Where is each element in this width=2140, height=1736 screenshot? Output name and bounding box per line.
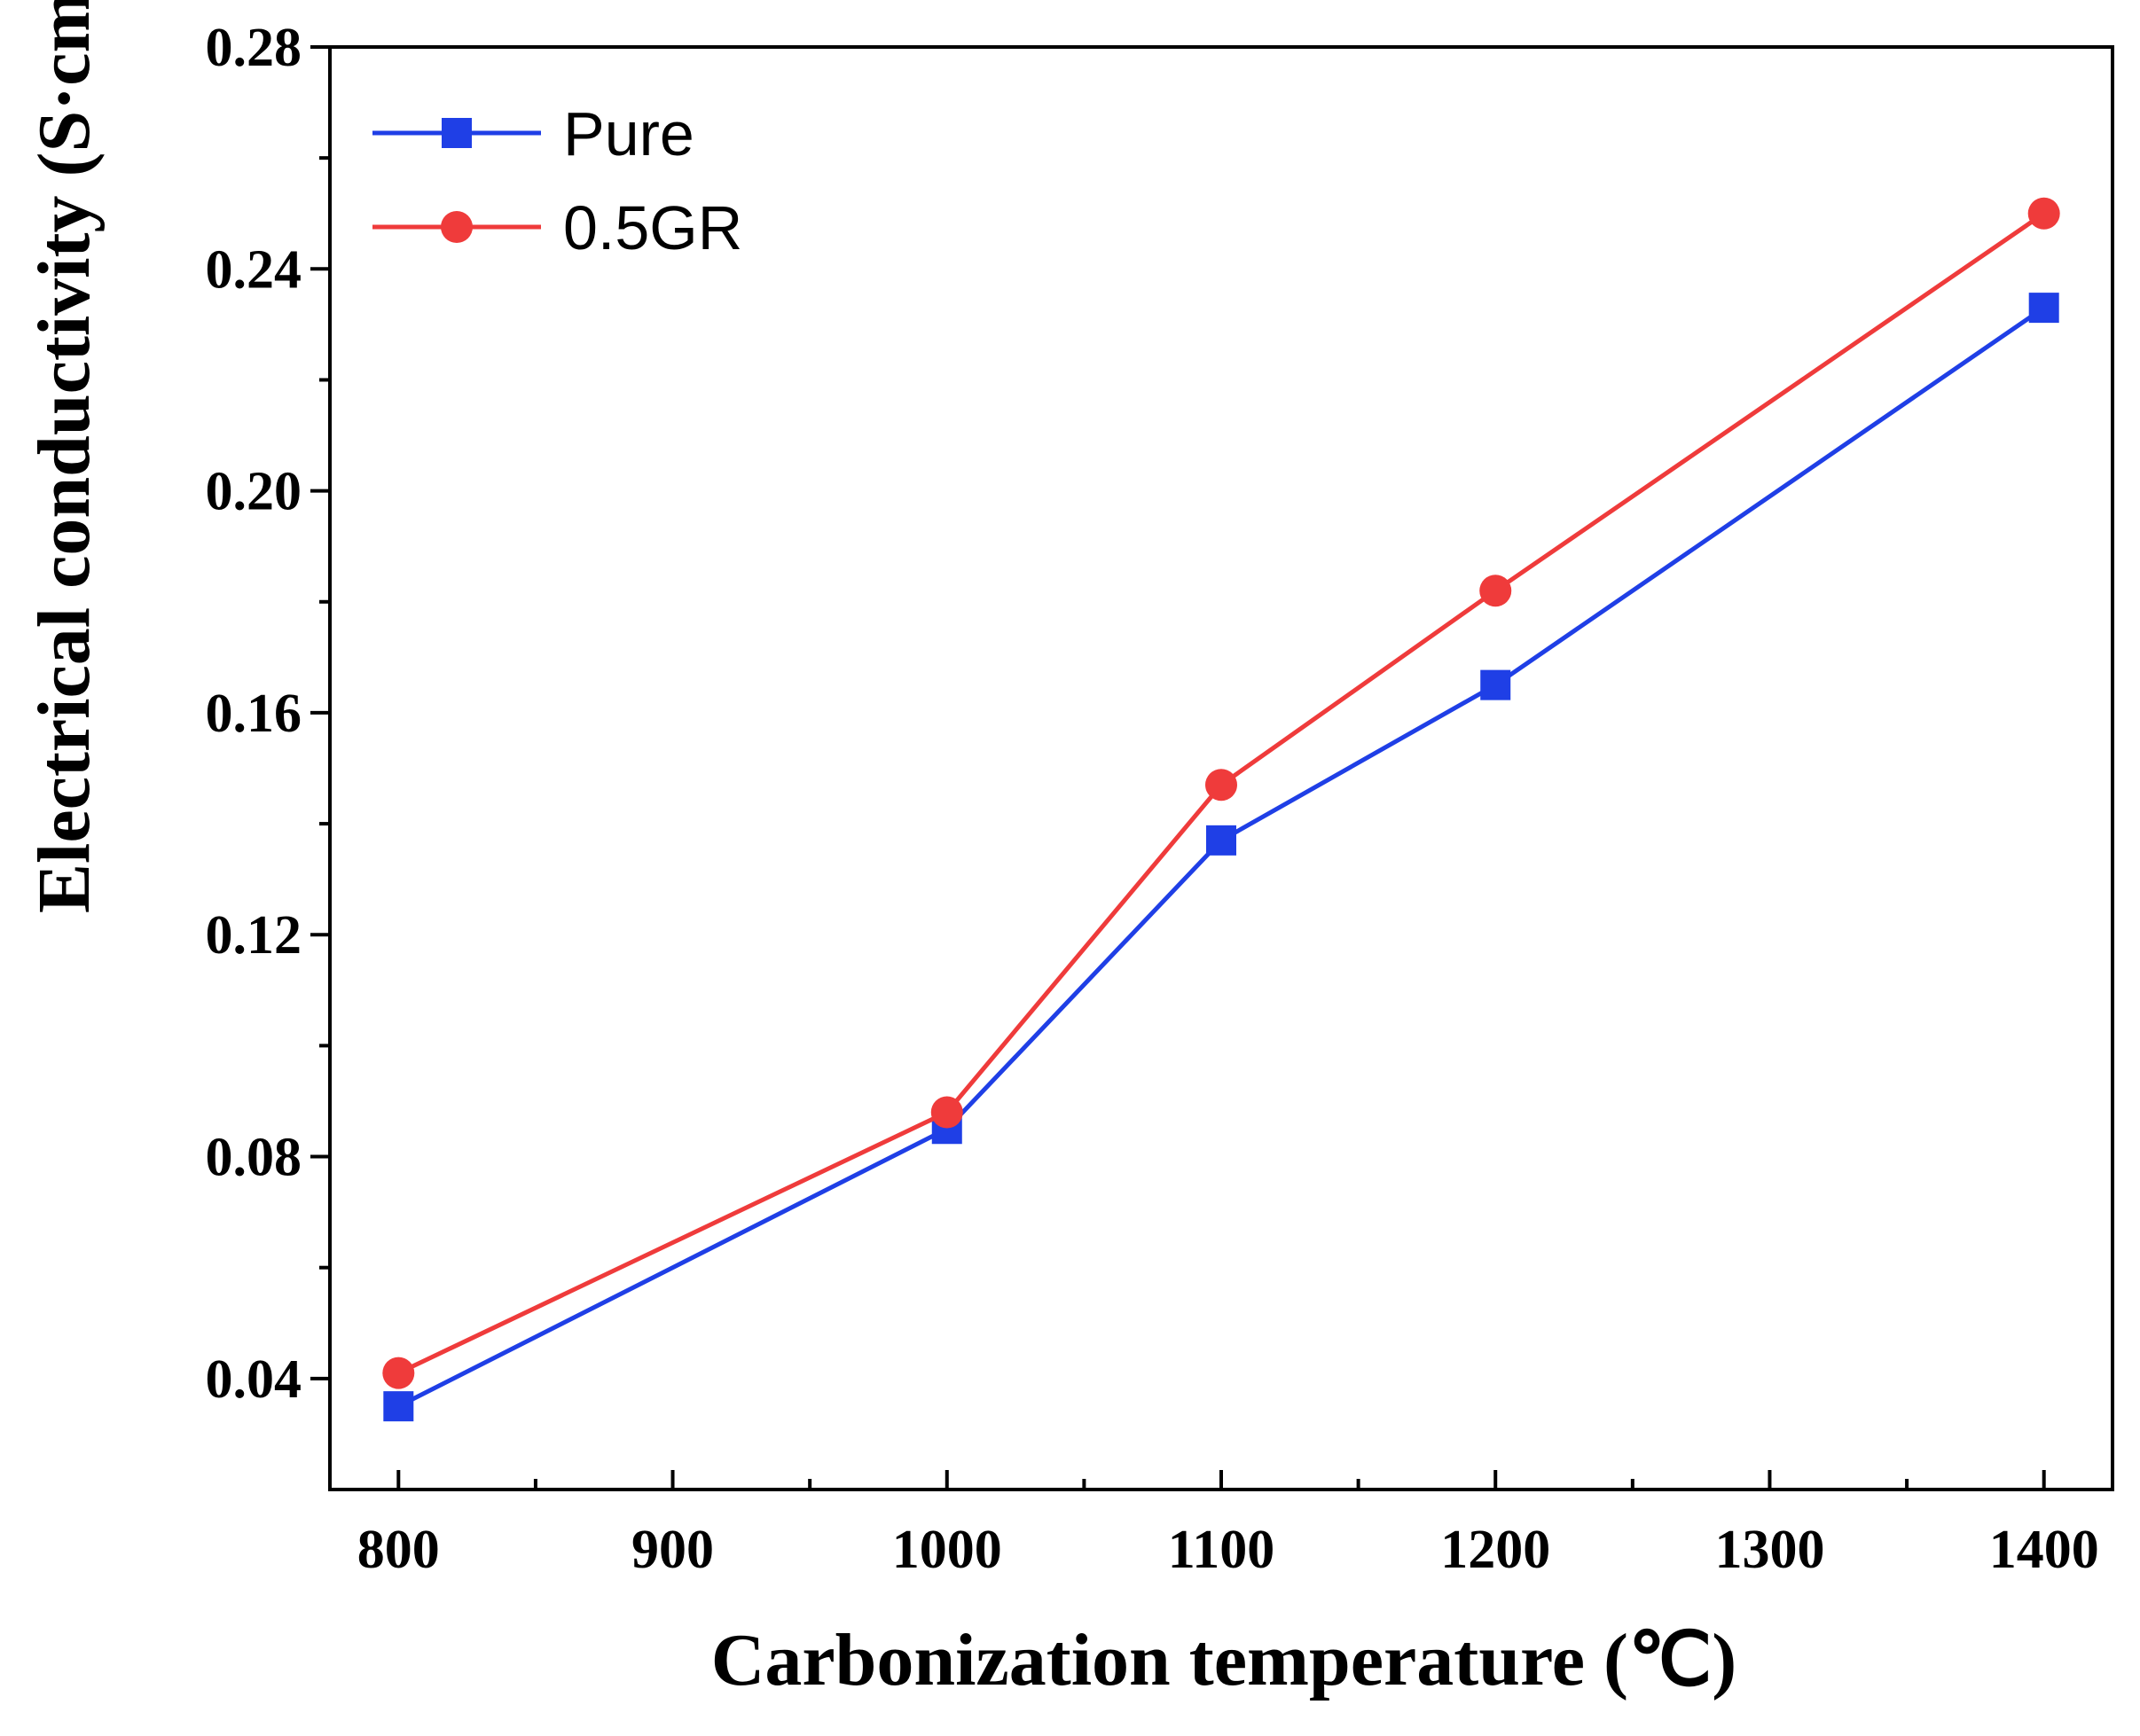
legend-label-0-5gr: 0.5GR [563, 193, 742, 262]
y-axis-title: Electrical conductivity (S·cm-1) [16, 0, 106, 913]
data-point-0-5gr [1205, 769, 1237, 802]
x-tick-label: 1300 [1714, 1520, 1824, 1580]
series-line-pure [397, 306, 2046, 1409]
data-point-pure [1480, 669, 1511, 700]
x-tick-label: 1200 [1440, 1520, 1550, 1580]
legend: Pure 0.5GR [372, 99, 742, 262]
x-tick-label: 900 [631, 1520, 714, 1580]
legend-label-pure: Pure [563, 99, 694, 168]
x-tick-label: 1400 [1989, 1520, 2099, 1580]
y-tick-label: 0.24 [206, 239, 302, 300]
x-tick-label: 800 [357, 1520, 440, 1580]
y-axis-title-main: Electrical conductivity (S·cm [23, 0, 106, 913]
data-point-0-5gr [1479, 575, 1512, 607]
legend-marker-0-5gr [441, 211, 473, 243]
data-point-pure [2028, 293, 2059, 324]
y-tick-label: 0.28 [206, 18, 302, 78]
x-tick-label: 1000 [892, 1520, 1002, 1580]
y-tick-label: 0.04 [206, 1349, 302, 1410]
series-layer [382, 197, 2060, 1422]
svg-text:Electrical conductivity (S·cm-: Electrical conductivity (S·cm-1) [16, 0, 106, 913]
y-tick-label: 0.20 [206, 462, 302, 522]
x-tick-label: 1100 [1168, 1520, 1275, 1580]
data-point-pure [1206, 825, 1236, 856]
data-point-pure [383, 1391, 414, 1422]
legend-marker-pure [442, 118, 472, 148]
plot-axes: 800 900 1000 1100 1200 1300 1400 0.04 0.08 0.12 0.… [206, 18, 2114, 1580]
x-axis-title: Carbonization temperature (℃) [711, 1619, 1737, 1701]
data-point-0-5gr [2027, 197, 2060, 230]
data-point-0-5gr [382, 1357, 415, 1389]
y-tick-label: 0.08 [206, 1128, 302, 1188]
y-tick-label: 0.16 [206, 684, 302, 744]
y-tick-label: 0.12 [206, 905, 302, 966]
plot-frame [328, 45, 2114, 1491]
data-point-0-5gr [930, 1096, 963, 1129]
